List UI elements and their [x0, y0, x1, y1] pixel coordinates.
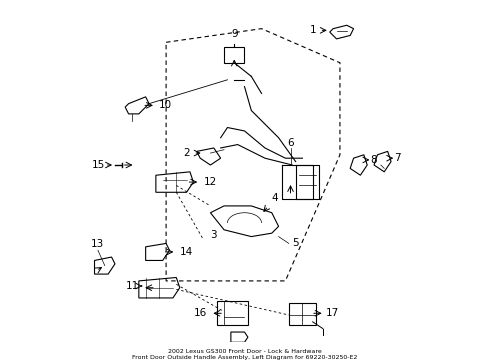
- Polygon shape: [145, 243, 169, 260]
- Text: 3: 3: [210, 230, 217, 240]
- Polygon shape: [329, 25, 353, 39]
- Text: 8: 8: [370, 155, 376, 165]
- Polygon shape: [125, 97, 149, 114]
- Polygon shape: [373, 151, 390, 172]
- Polygon shape: [349, 155, 366, 175]
- Text: 7: 7: [394, 153, 400, 163]
- Polygon shape: [156, 172, 193, 192]
- Polygon shape: [230, 332, 247, 342]
- Text: 17: 17: [325, 308, 339, 318]
- Text: 5: 5: [292, 238, 298, 248]
- Text: 9: 9: [230, 29, 237, 39]
- Text: 10: 10: [159, 100, 172, 111]
- Text: 11: 11: [125, 281, 139, 291]
- Text: 12: 12: [203, 177, 216, 187]
- Text: 16: 16: [193, 308, 206, 318]
- Text: 14: 14: [180, 247, 193, 257]
- Polygon shape: [139, 278, 180, 298]
- Text: 2002 Lexus GS300 Front Door - Lock & Hardware
Front Door Outside Handle Assembly: 2002 Lexus GS300 Front Door - Lock & Har…: [132, 349, 356, 360]
- Bar: [288, 303, 315, 325]
- Text: 13: 13: [91, 239, 104, 248]
- Bar: [224, 48, 244, 63]
- Bar: [217, 301, 247, 325]
- Text: 1: 1: [309, 25, 315, 35]
- Polygon shape: [94, 257, 115, 274]
- Text: 15: 15: [91, 160, 104, 170]
- Polygon shape: [196, 148, 220, 165]
- Text: 6: 6: [286, 138, 293, 148]
- Text: 2: 2: [183, 148, 189, 158]
- Text: 4: 4: [271, 193, 278, 203]
- Polygon shape: [210, 206, 278, 237]
